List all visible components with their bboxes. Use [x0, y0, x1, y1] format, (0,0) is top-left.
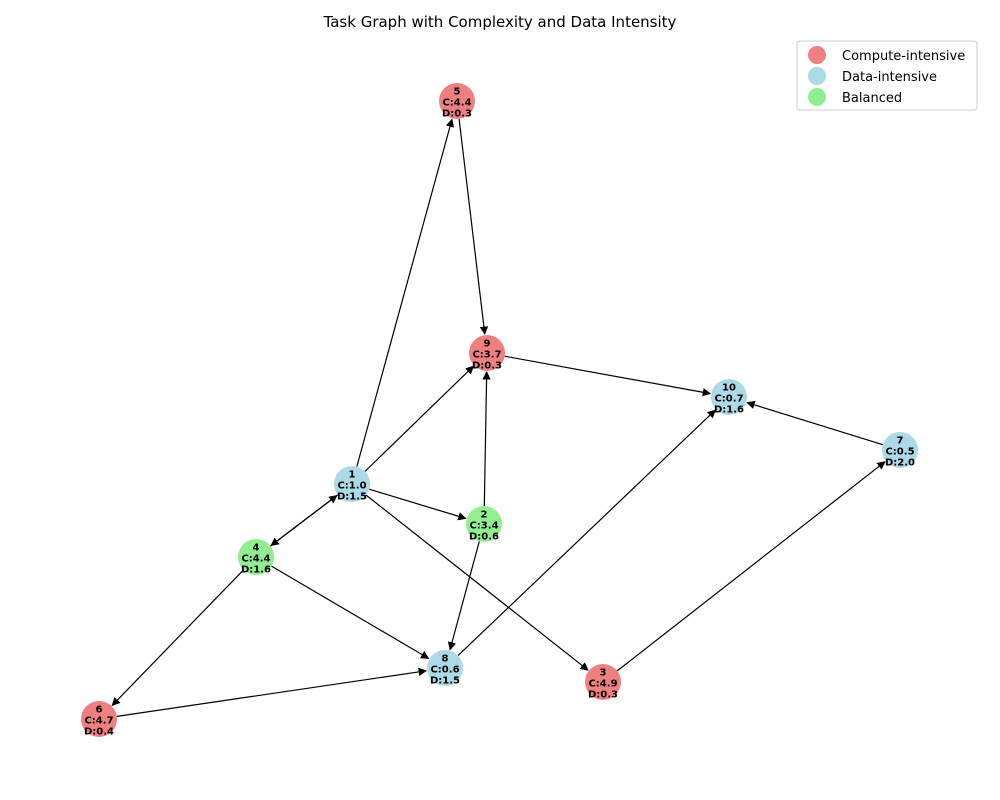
edge-8-10: [457, 409, 716, 657]
node-10-id-label: 10: [722, 383, 736, 394]
node-4: 4C:4.4D:1.6: [238, 539, 274, 576]
edge-6-8: [116, 667, 428, 717]
node-4-circle: [238, 539, 274, 575]
node-6: 6C:4.7D:0.4: [81, 701, 117, 738]
edge-2-8: [447, 541, 480, 651]
node-1-d-label: D:1.5: [337, 492, 367, 503]
node-5-c-label: C:4.4: [442, 98, 471, 109]
node-6-d-label: D:0.4: [84, 727, 114, 738]
edge-7-10: [746, 400, 883, 446]
legend-compute-label: Compute-intensive: [842, 49, 965, 64]
node-8-circle: [427, 650, 463, 686]
node-7-c-label: C:0.5: [885, 447, 914, 458]
edge-1-2: [369, 488, 467, 521]
edge-4-6: [111, 569, 244, 707]
node-3-d-label: D:0.3: [588, 690, 618, 701]
edge-3-7: [616, 461, 886, 672]
edge-4-8: [271, 565, 430, 659]
legend-data-marker: [808, 67, 826, 85]
node-8-id-label: 8: [442, 654, 449, 665]
edge-1-9: [364, 365, 475, 472]
node-5-d-label: D:0.3: [442, 109, 472, 120]
node-2-d-label: D:0.6: [469, 532, 499, 543]
node-2-c-label: C:3.4: [469, 521, 498, 532]
node-2: 2C:3.4D:0.6: [466, 506, 502, 543]
node-5-circle: [439, 83, 475, 119]
node-1: 1C:1.0D:1.5: [334, 466, 370, 503]
node-7-d-label: D:2.0: [885, 458, 915, 469]
node-5: 5C:4.4D:0.3: [439, 83, 475, 120]
node-9-id-label: 9: [484, 339, 491, 350]
node-4-d-label: D:1.6: [241, 565, 271, 576]
graph-title: Task Graph with Complexity and Data Inte…: [323, 13, 677, 31]
edge-5-9: [458, 118, 489, 335]
node-9: 9C:3.7D:0.3: [469, 335, 505, 372]
node-5-id-label: 5: [454, 87, 461, 98]
edge-4-1: [269, 494, 338, 547]
node-10: 10C:0.7D:1.6: [711, 379, 747, 416]
node-9-circle: [469, 335, 505, 371]
edge-1-3: [365, 494, 589, 671]
legend-balanced-marker: [808, 88, 826, 106]
node-2-id-label: 2: [481, 510, 488, 521]
node-4-id-label: 4: [253, 543, 260, 554]
node-2-circle: [466, 506, 502, 542]
edge-1-5: [356, 118, 455, 467]
legend-balanced-label: Balanced: [842, 91, 902, 106]
node-10-d-label: D:1.6: [714, 405, 744, 416]
node-9-c-label: C:3.7: [472, 350, 501, 361]
node-1-circle: [334, 466, 370, 502]
node-6-id-label: 6: [96, 705, 103, 716]
node-10-circle: [711, 379, 747, 415]
edge-9-10: [504, 355, 712, 397]
node-8-d-label: D:1.5: [430, 676, 460, 687]
node-1-id-label: 1: [349, 470, 356, 481]
node-6-c-label: C:4.7: [84, 716, 113, 727]
node-3-id-label: 3: [600, 668, 607, 679]
node-7-circle: [882, 432, 918, 468]
legend: Compute-intensive Data-intensive Balanced: [796, 40, 978, 111]
edge-2-9: [482, 371, 491, 507]
legend-box: [796, 40, 978, 111]
node-9-d-label: D:0.3: [472, 361, 502, 372]
legend-data-label: Data-intensive: [842, 70, 937, 85]
node-7: 7C:0.5D:2.0: [882, 432, 918, 469]
node-4-c-label: C:4.4: [241, 554, 270, 565]
node-8: 8C:0.6D:1.5: [427, 650, 463, 687]
node-7-id-label: 7: [897, 436, 904, 447]
edge-layer: [111, 118, 886, 717]
node-layer: 1C:1.0D:1.52C:3.4D:0.63C:4.9D:0.34C:4.4D…: [81, 83, 918, 738]
node-6-circle: [81, 701, 117, 737]
node-3-circle: [585, 664, 621, 700]
node-3: 3C:4.9D:0.3: [585, 664, 621, 701]
node-1-c-label: C:1.0: [337, 481, 366, 492]
node-10-c-label: C:0.7: [714, 394, 743, 405]
node-8-c-label: C:0.6: [430, 665, 459, 676]
node-3-c-label: C:4.9: [588, 679, 617, 690]
legend-compute-marker: [808, 46, 826, 64]
